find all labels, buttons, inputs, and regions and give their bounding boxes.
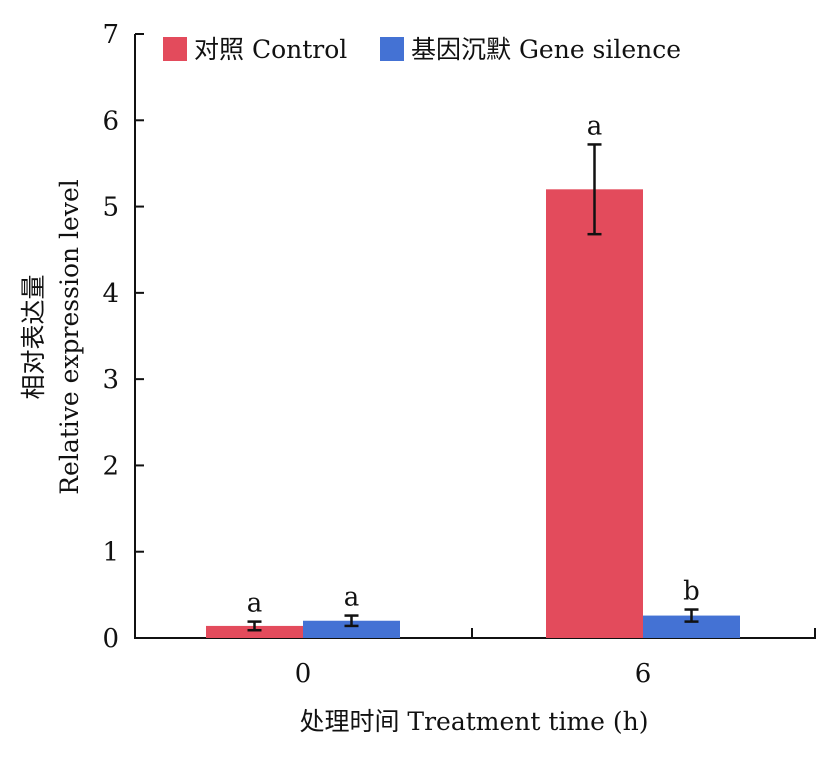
- legend-swatch-control: [163, 37, 187, 61]
- legend: 对照 Control 基因沉默 Gene silence: [163, 35, 681, 64]
- significance-label: b: [683, 577, 700, 607]
- y-tick-label: 0: [102, 624, 119, 654]
- y-tick-label: 6: [102, 106, 119, 136]
- y-tick-label: 3: [102, 365, 119, 395]
- bar-gene-silence: [303, 620, 400, 638]
- significance-label: a: [344, 583, 360, 613]
- legend-label-gene-silence: 基因沉默 Gene silence: [411, 35, 681, 64]
- legend-swatch-gene-silence: [380, 37, 404, 61]
- y-tick-label: 5: [102, 193, 119, 223]
- bar-gene-silence: [643, 615, 740, 638]
- y-axis-title-cn: 相对表达量: [19, 274, 48, 399]
- y-tick-label: 7: [102, 20, 119, 50]
- axes: [134, 33, 816, 639]
- significance-label: a: [587, 111, 603, 141]
- y-axis-title-en: Relative expression level: [55, 179, 84, 495]
- bars: [206, 189, 740, 639]
- bar-control: [206, 625, 303, 638]
- legend-label-control: 对照 Control: [194, 35, 347, 64]
- x-tick-label: 6: [635, 659, 652, 689]
- y-tick-label: 2: [102, 451, 119, 481]
- tick-labels: 0 1 2 3 4 5 6 7 0 6: [102, 20, 651, 689]
- bar-control: [546, 189, 643, 639]
- x-axis-title: 处理时间 Treatment time (h): [299, 707, 648, 736]
- error-bars: [247, 143, 699, 632]
- y-tick-label: 4: [102, 279, 119, 309]
- y-tick-label: 1: [102, 538, 119, 568]
- significance-labels: a a a b: [247, 111, 700, 618]
- x-tick-label: 0: [295, 659, 312, 689]
- significance-label: a: [247, 589, 263, 619]
